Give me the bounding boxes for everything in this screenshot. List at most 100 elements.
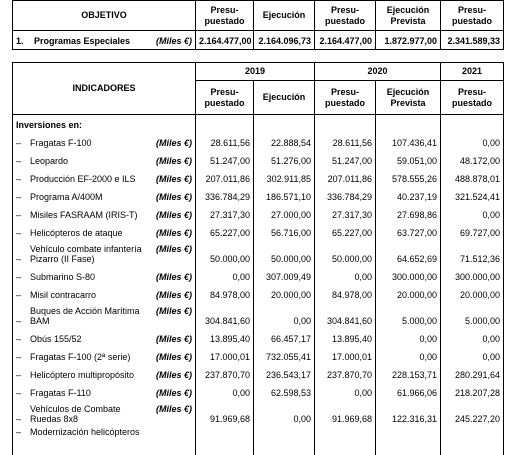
indicator-row: (Miles €) – Obús 155/52 13.895,40 66.457,17 1…: [12, 328, 504, 347]
unit: (Miles €): [155, 351, 192, 362]
unit: (Miles €): [155, 191, 192, 202]
value-cell: 17.000,01: [314, 346, 376, 365]
unit: (Miles €): [155, 305, 192, 316]
value-cell: 64.652,69: [375, 240, 441, 267]
value-cell: 50.000,00: [253, 240, 315, 267]
label-cell: (Miles €) –Vehículo combate infantería Pi…: [12, 240, 196, 267]
bullet-dash: –: [16, 271, 22, 282]
label-cell: (Miles €) – Producción EF-2000 e ILS: [12, 168, 196, 187]
value-cell: 20.000,00: [375, 284, 441, 303]
unit: (Miles €): [155, 36, 192, 46]
label-cell: (Miles €) – Submarino S-80: [12, 266, 196, 285]
value-cell: 91.969,68: [314, 400, 376, 427]
value-cell: 91.969,68: [195, 400, 254, 427]
unit: (Miles €): [155, 173, 192, 184]
value-cell: 2.164.477,00: [314, 30, 376, 50]
empty-cell: [375, 114, 441, 133]
value-cell: 0,00: [440, 346, 504, 365]
indicator-row: (Miles €) – Leopardo 51.247,00 51.276,00 51.2…: [12, 150, 504, 169]
indicator-row: (Miles €) – Fragatas F-100 (2ª serie) 17.00…: [12, 346, 504, 365]
value-cell: 336.784,29: [314, 186, 376, 205]
bullet-dash: –: [16, 426, 22, 437]
unit: (Miles €): [155, 227, 192, 238]
value-cell: 0,00: [314, 266, 376, 285]
value-cell: 71.512,36: [440, 240, 504, 267]
row-label: Submarino S-80: [30, 271, 96, 282]
unit: (Miles €): [155, 155, 192, 166]
row-label: Buques de Acción Marítima BAM: [30, 305, 140, 326]
value-cell: 65.227,00: [195, 222, 254, 241]
value-cell: 66.457,17: [253, 328, 315, 347]
value-cell: 237.870,70: [314, 364, 376, 383]
value-cell: 228.153,71: [375, 364, 441, 383]
value-cell: 302.911,85: [253, 168, 315, 187]
empty-cell: [440, 426, 504, 455]
value-cell: 0,00: [195, 382, 254, 401]
label-cell: (Miles €) – Fragatas F-100: [12, 132, 196, 151]
unit: (Miles €): [155, 271, 192, 282]
bullet-dash: –: [16, 137, 22, 148]
indicator-row: (Miles €) – Helicóptero multipropósito 237.…: [12, 364, 504, 383]
value-cell: 61.966,06: [375, 382, 441, 401]
row-label: Misil contracarro: [30, 289, 97, 300]
value-cell: 13.895,40: [314, 328, 376, 347]
value-cell: 27.317,30: [195, 204, 254, 223]
row-label: Modernización helicópteros: [30, 426, 140, 437]
row-label: Helicóptero multipropósito: [30, 369, 135, 380]
label-cell: (Miles €) 1. Programas Especiales: [12, 30, 196, 50]
value-cell: 63.727,00: [375, 222, 441, 241]
value-cell: 51.247,00: [195, 150, 254, 169]
label-cell: – Modernización helicópteros: [12, 426, 196, 455]
value-cell: 304.841,60: [195, 302, 254, 329]
column-header: Presu- puestado: [440, 0, 504, 31]
value-cell: 2.164.096,73: [253, 30, 315, 50]
indicator-row: – Modernización helicópteros: [12, 426, 504, 455]
column-header: Ejecución: [253, 80, 315, 115]
unit: (Miles €): [155, 243, 192, 254]
header-row: OBJETIVO Presu- puestado Ejecución Presu- p…: [12, 0, 504, 31]
value-cell: 0,00: [195, 266, 254, 285]
label-cell: (Miles €) – Obús 155/52: [12, 328, 196, 347]
value-cell: 236.543,17: [253, 364, 315, 383]
value-cell: 59.051,00: [375, 150, 441, 169]
bullet-dash: –: [16, 173, 22, 184]
value-cell: 50.000,00: [314, 240, 376, 267]
value-cell: 245.227,20: [440, 400, 504, 427]
value-cell: 336.784,29: [195, 186, 254, 205]
value-cell: 0,00: [440, 204, 504, 223]
label-cell: (Miles €) – Fragatas F-110: [12, 382, 196, 401]
value-cell: 27.317,30: [314, 204, 376, 223]
indicator-row: (Miles €) – Misil contracarro 84.978,00 20.0…: [12, 284, 504, 303]
row-label: Misiles FASRAAM (IRIS-T): [30, 209, 138, 220]
row-label: Leopardo: [30, 155, 69, 166]
label-cell: (Miles €) – Helicópteros de ataque: [12, 222, 196, 241]
value-cell: 28.611,56: [314, 132, 376, 151]
label-cell: (Miles €) – Fragatas F-100 (2ª serie): [12, 346, 196, 365]
value-cell: 27.698,86: [375, 204, 441, 223]
objective-row: (Miles €) 1. Programas Especiales 2.164.477…: [12, 30, 504, 50]
empty-cell: [440, 114, 504, 133]
value-cell: 186.571,10: [253, 186, 315, 205]
section-row: Inversiones en:: [12, 114, 504, 133]
unit: (Miles €): [155, 403, 192, 414]
column-header: Presu- puestado: [314, 80, 376, 115]
row-label: Vehículos de Combate Ruedas 8x8: [30, 403, 121, 424]
empty-cell: [253, 114, 315, 133]
row-number: 1.: [16, 36, 24, 46]
value-cell: 40.237,19: [375, 186, 441, 205]
value-cell: 307.009,49: [253, 266, 315, 285]
value-cell: 48.172,00: [440, 150, 504, 169]
bullet-dash: –: [16, 227, 22, 238]
column-header: Presu- puestado: [314, 0, 376, 31]
bullet-dash: –: [16, 289, 22, 300]
value-cell: 2.164.477,00: [195, 30, 254, 50]
value-cell: 122.316,31: [375, 400, 441, 427]
label-cell: (Miles €) – Programa A/400M: [12, 186, 196, 205]
indicator-row: (Miles €) – Programa A/400M 336.784,29 186.5…: [12, 186, 504, 205]
row-label: Fragatas F-110: [30, 387, 91, 398]
value-cell: 321.524,41: [440, 186, 504, 205]
value-cell: 51.276,00: [253, 150, 315, 169]
label-cell: (Miles €) – Misil contracarro: [12, 284, 196, 303]
objective-table: OBJETIVO Presu- puestado Ejecución Presu- p…: [12, 0, 504, 50]
column-header: Ejecución: [253, 0, 315, 31]
